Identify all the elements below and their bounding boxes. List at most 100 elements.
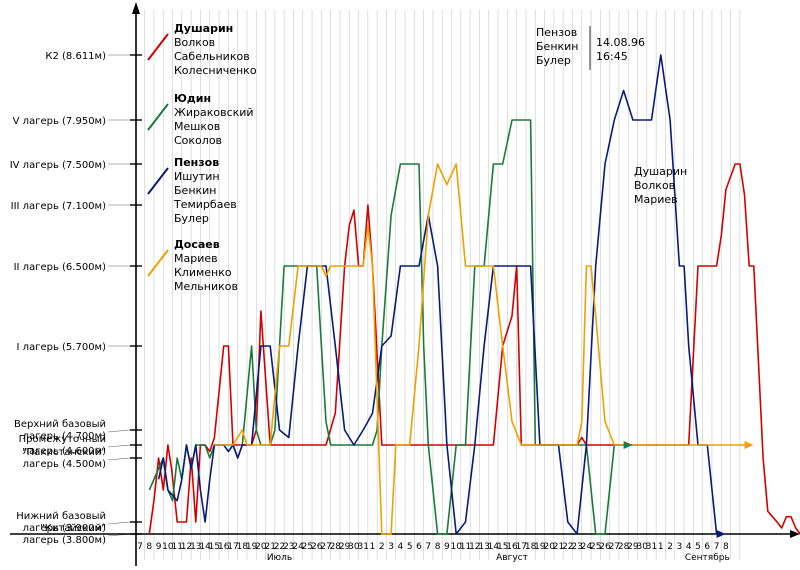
- x-tick-label: 18: [525, 542, 537, 552]
- x-tick-label: 15: [209, 542, 220, 552]
- y-level-label: II лагерь (6.500м): [14, 262, 106, 273]
- x-tick-label: 16: [218, 542, 230, 552]
- x-tick-label: 30: [348, 542, 360, 552]
- x-tick-label: 3: [677, 542, 683, 552]
- legend-swatch-0: [147, 33, 169, 61]
- x-tick-label: 31: [646, 542, 657, 552]
- x-axis-arrow: [790, 530, 800, 538]
- legend-leader-0: Душарин: [174, 22, 233, 35]
- legend-member: Ишутин: [174, 170, 220, 183]
- x-tick-label: 15: [497, 542, 508, 552]
- month-label: Июль: [267, 553, 292, 563]
- x-tick-label: 19: [246, 542, 258, 552]
- series-arrow-1: [623, 441, 633, 449]
- series-lines: [148, 54, 800, 535]
- x-tick-label: 24: [581, 542, 593, 552]
- annotation-date: 14.08.96: [596, 36, 645, 49]
- x-tick-label: 2: [379, 542, 385, 552]
- x-tick-label: 22: [274, 542, 285, 552]
- legend-leader-2: Пензов: [174, 156, 219, 169]
- legend-swatch-2: [147, 167, 169, 195]
- x-tick-label: 29: [339, 542, 351, 552]
- x-tick-label: 3: [388, 542, 394, 552]
- x-tick-label: 13: [478, 542, 489, 552]
- series-line-2: [157, 54, 718, 535]
- x-tick-label: 22: [562, 542, 573, 552]
- x-tick-label: 10: [162, 542, 174, 552]
- x-tick-label: 26: [599, 542, 611, 552]
- y-axis: "Китайский" лагерь (3.800м)Нижний базовый…: [10, 2, 142, 566]
- x-tick-label: 24: [292, 542, 304, 552]
- x-tick-label: 26: [311, 542, 323, 552]
- annotation-name: Душарин: [634, 165, 687, 178]
- y-level-label: IV лагерь (7.500м): [10, 160, 106, 171]
- x-tick-label: 14: [199, 542, 211, 552]
- y-level-label: III лагерь (7.100м): [11, 201, 106, 212]
- x-tick-label: 20: [543, 542, 555, 552]
- annotation-name: Мариев: [634, 193, 678, 206]
- x-tick-label: 28: [330, 542, 342, 552]
- month-label: Сентябрь: [685, 553, 730, 563]
- x-tick-label: 12: [181, 542, 192, 552]
- series-arrows: [623, 441, 754, 538]
- x-tick-label: 7: [425, 542, 431, 552]
- x-tick-label: 8: [723, 542, 729, 552]
- y-axis-arrow: [132, 2, 140, 14]
- x-axis: 7 8 9 1011121314151617181920212223242526272…: [10, 530, 800, 563]
- y-level-label: I лагерь (5.700м): [17, 342, 107, 353]
- x-tick-label: 21: [553, 542, 564, 552]
- x-tick-label: 5: [407, 542, 413, 552]
- day-grid: [144, 10, 741, 560]
- legend-swatch-1: [147, 103, 169, 131]
- y-level-label: "Китайский" лагерь (3.800м): [23, 523, 106, 546]
- x-tick-label: 18: [237, 542, 249, 552]
- annotation-name: Волков: [634, 179, 675, 192]
- x-tick-label: 9: [444, 542, 450, 552]
- x-tick-label: 23: [283, 542, 294, 552]
- legend-member: Бенкин: [174, 184, 217, 197]
- legend-member: Волков: [174, 36, 215, 49]
- y-leader: [107, 429, 131, 433]
- x-tick-label: 11: [171, 542, 182, 552]
- x-tick-label: 8: [435, 542, 441, 552]
- x-tick-label: 30: [636, 542, 648, 552]
- y-leader: [107, 444, 131, 448]
- series-arrow-3: [744, 441, 754, 449]
- x-tick-label: 19: [534, 542, 546, 552]
- y-level-label: V лагерь (7.950м): [13, 116, 106, 127]
- x-tick-label: 4: [686, 542, 692, 552]
- x-tick-label: 27: [609, 542, 620, 552]
- legend-member: Клименко: [174, 266, 232, 279]
- x-tick-label: 20: [255, 542, 267, 552]
- y-leader: [107, 521, 131, 525]
- y-level-label: Промежуточный лагерь (4.600м): [19, 434, 106, 457]
- x-tick-label: 7: [137, 542, 143, 552]
- x-tick-label: 31: [357, 542, 368, 552]
- x-tick-label: 10: [450, 542, 462, 552]
- legend-leader-1: Юдин: [174, 92, 211, 105]
- x-tick-label: 28: [618, 542, 630, 552]
- x-tick-label: 17: [227, 542, 238, 552]
- x-tick-label: 29: [627, 542, 639, 552]
- annotation-time: 16:45: [596, 50, 628, 63]
- y-leader: [107, 457, 131, 461]
- annotation-name: Пензов: [536, 26, 577, 39]
- x-tick-label: 1: [370, 542, 376, 552]
- annotation-name: Бенкин: [536, 40, 579, 53]
- x-tick-label: 12: [469, 542, 480, 552]
- legend-member: Булер: [174, 212, 209, 225]
- legend-member: Мельников: [174, 280, 238, 293]
- legend-swatch-3: [147, 249, 169, 277]
- x-tick-label: 25: [590, 542, 601, 552]
- legend-member: Темирбаев: [173, 198, 237, 211]
- x-tick-label: 25: [302, 542, 313, 552]
- series-arrow-2: [716, 530, 726, 538]
- series-line-3: [214, 163, 745, 535]
- x-tick-label: 4: [398, 542, 404, 552]
- x-tick-label: 11: [460, 542, 471, 552]
- y-level-label: Верхний базовый лагерь (4.700м): [14, 419, 106, 442]
- legend-member: Мешков: [174, 120, 220, 133]
